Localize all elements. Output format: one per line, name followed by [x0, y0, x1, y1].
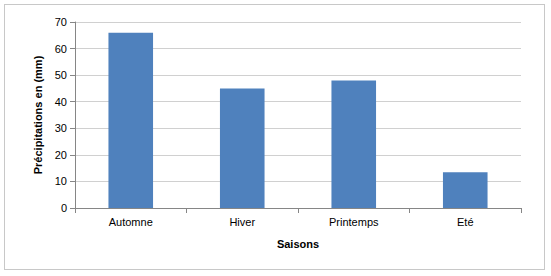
svg-text:0: 0: [61, 202, 67, 214]
svg-text:Hiver: Hiver: [229, 216, 255, 228]
svg-text:50: 50: [55, 69, 67, 81]
svg-text:10: 10: [55, 175, 67, 187]
svg-text:20: 20: [55, 149, 67, 161]
svg-text:Eté: Eté: [457, 216, 474, 228]
svg-text:Précipitations en (mm): Précipitations en (mm): [32, 55, 44, 174]
svg-text:40: 40: [55, 96, 67, 108]
svg-text:Printemps: Printemps: [329, 216, 379, 228]
svg-text:30: 30: [55, 122, 67, 134]
svg-text:70: 70: [55, 16, 67, 28]
svg-text:Saisons: Saisons: [277, 238, 319, 250]
svg-text:Automne: Automne: [109, 216, 153, 228]
svg-text:60: 60: [55, 43, 67, 55]
